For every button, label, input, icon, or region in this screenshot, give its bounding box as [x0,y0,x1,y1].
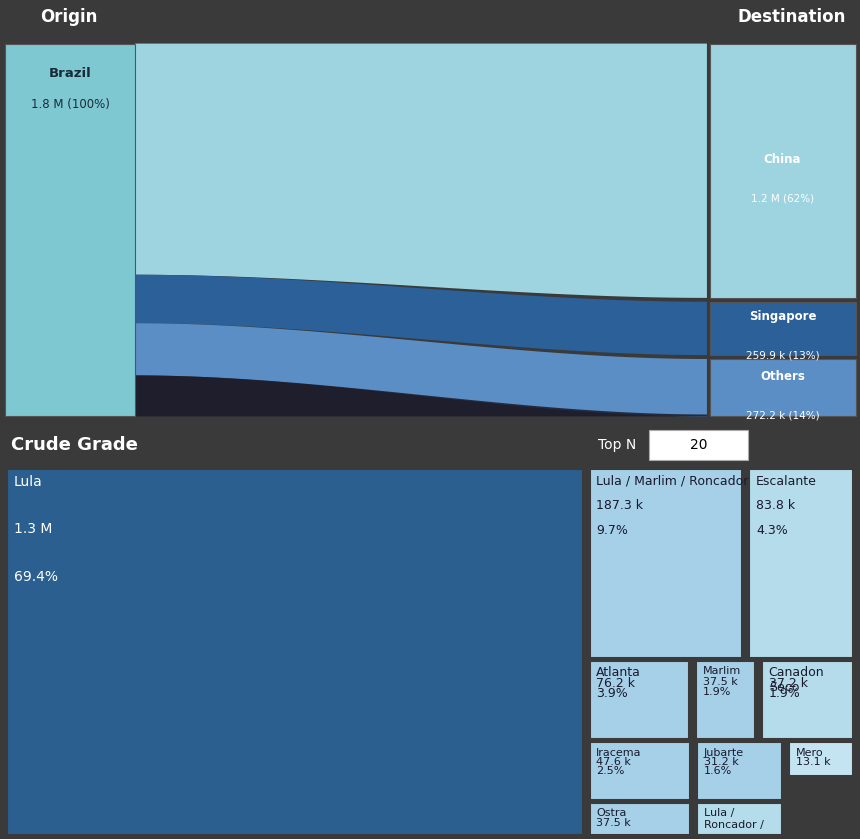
Text: 47.6 k: 47.6 k [596,757,631,767]
Text: Atlanta: Atlanta [596,666,642,680]
Text: Jubarte: Jubarte [703,748,744,758]
Text: 9.7%: 9.7% [596,524,629,538]
Text: China: China [764,153,802,165]
Text: 187.3 k: 187.3 k [596,499,643,513]
Text: 259.9 k (13%): 259.9 k (13%) [746,351,820,361]
Text: 76.2 k: 76.2 k [596,677,636,690]
Text: 31.2 k: 31.2 k [703,757,739,767]
Text: Singapore: Singapore [749,310,816,323]
Bar [590,469,742,658]
Text: Others: Others [760,369,805,383]
Polygon shape [135,375,707,416]
Polygon shape [135,323,707,416]
Bar [590,742,691,800]
Text: Escalante: Escalante [756,475,817,487]
Bar [7,469,583,835]
Bar [697,742,783,800]
Text: Canadon
Seco: Canadon Seco [769,666,825,695]
Bar [789,742,853,776]
Bar [5,44,135,416]
FancyBboxPatch shape [649,430,748,461]
Text: 37.5 k: 37.5 k [703,677,737,687]
Text: 83.8 k: 83.8 k [756,499,795,513]
Text: 3.9%: 3.9% [596,687,628,701]
Text: Lula / Marlim / Roncador: Lula / Marlim / Roncador [596,475,749,487]
Text: Brazil: Brazil [49,67,91,80]
Text: Iracema: Iracema [596,748,642,758]
Text: 1.6%: 1.6% [703,766,732,776]
Text: 1.2 M (62%): 1.2 M (62%) [751,193,814,203]
Text: Top N: Top N [599,438,636,452]
Text: 13.1 k: 13.1 k [796,757,831,767]
Text: Destination: Destination [737,8,845,27]
Text: 1.3 M: 1.3 M [14,523,52,536]
Bar [710,44,856,298]
Bar [590,661,689,739]
Bar [710,302,856,355]
Bar [749,469,853,658]
Polygon shape [135,274,707,355]
Bar [590,803,691,835]
Text: 37.5 k: 37.5 k [596,818,631,827]
Polygon shape [135,44,707,298]
Text: 1.9%: 1.9% [703,687,731,697]
Text: Origin: Origin [40,8,97,27]
Text: Mero: Mero [796,748,824,758]
Text: Lula: Lula [14,475,42,488]
Bar [710,359,856,416]
Text: 69.4%: 69.4% [14,571,58,585]
Text: Lula /
Roncador /: Lula / Roncador / [703,809,764,830]
Text: 272.2 k (14%): 272.2 k (14%) [746,410,820,420]
Text: 20: 20 [691,438,708,452]
Bar [696,661,755,739]
Bar [762,661,853,739]
Bar [697,803,783,835]
Text: Crude Grade: Crude Grade [11,436,138,454]
Text: 37.2 k: 37.2 k [769,677,808,690]
Text: 1.9%: 1.9% [769,687,801,701]
Text: 1.8 M (100%): 1.8 M (100%) [31,98,109,112]
Text: Ostra: Ostra [596,809,627,818]
Text: 4.3%: 4.3% [756,524,788,538]
Text: 2.5%: 2.5% [596,766,624,776]
Text: Marlim: Marlim [703,666,740,676]
